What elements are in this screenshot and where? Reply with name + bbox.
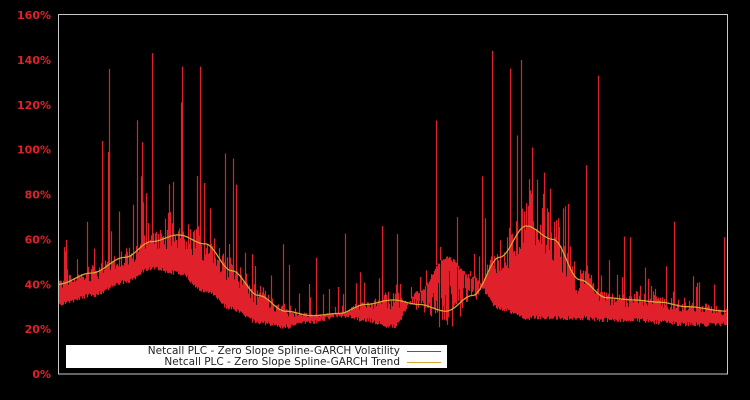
y-tick-label: 60% (25, 233, 51, 246)
y-tick-label: 40% (25, 278, 51, 291)
legend-swatch-gold (407, 361, 441, 363)
legend-swatch-red (407, 350, 441, 352)
y-tick-label: 100% (17, 144, 51, 157)
y-tick-label: 160% (17, 9, 51, 22)
legend: Netcall PLC - Zero Slope Spline-GARCH Vo… (66, 345, 447, 368)
legend-label: Netcall PLC - Zero Slope Spline-GARCH Tr… (164, 356, 400, 368)
y-tick-label: 80% (25, 189, 51, 202)
legend-label: Netcall PLC - Zero Slope Spline-GARCH Vo… (147, 345, 400, 357)
legend-item-volatility: Netcall PLC - Zero Slope Spline-GARCH Vo… (148, 345, 441, 357)
y-tick-label: 140% (17, 54, 51, 67)
y-tick-label: 120% (17, 99, 51, 112)
trend-line (57, 225, 727, 317)
y-tick-label: 20% (25, 323, 51, 336)
plot-frame (58, 14, 728, 375)
legend-item-trend: Netcall PLC - Zero Slope Spline-GARCH Tr… (164, 356, 441, 368)
y-axis-ticks: 0% 20% 40% 60% 80% 100% 120% 140% 160% (17, 9, 51, 381)
y-tick-label: 0% (32, 368, 51, 381)
